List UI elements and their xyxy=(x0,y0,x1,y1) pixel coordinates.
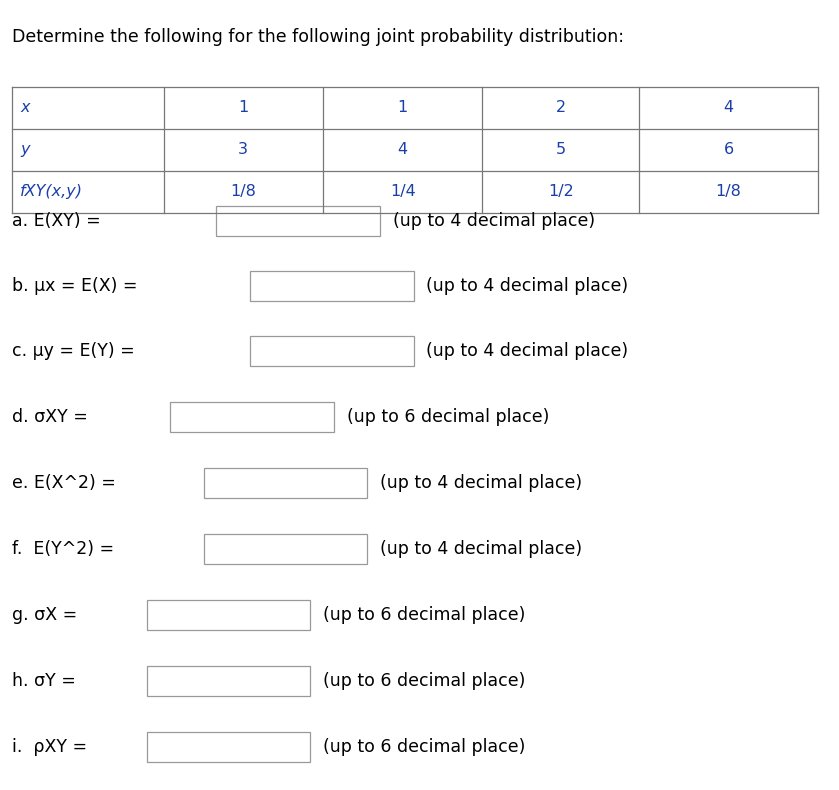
Text: e. E(X^2) =: e. E(X^2) = xyxy=(12,475,121,492)
Text: (up to 6 decimal place): (up to 6 decimal place) xyxy=(323,738,525,755)
Text: (up to 6 decimal place): (up to 6 decimal place) xyxy=(347,408,549,426)
Text: 1/2: 1/2 xyxy=(548,184,574,199)
Text: 1: 1 xyxy=(238,100,248,115)
Text: 1: 1 xyxy=(398,100,408,115)
Text: d. σXY =: d. σXY = xyxy=(12,408,93,426)
Text: i.  ρXY =: i. ρXY = xyxy=(12,738,92,755)
Text: (up to 4 decimal place): (up to 4 decimal place) xyxy=(426,342,628,359)
Text: a. E(XY) =: a. E(XY) = xyxy=(12,213,106,230)
Text: x: x xyxy=(20,100,29,115)
FancyBboxPatch shape xyxy=(204,468,367,498)
Text: f.  E(Y^2) =: f. E(Y^2) = xyxy=(12,540,119,558)
Text: (up to 6 decimal place): (up to 6 decimal place) xyxy=(323,672,525,690)
Text: (up to 6 decimal place): (up to 6 decimal place) xyxy=(323,606,525,623)
Text: 2: 2 xyxy=(555,100,566,115)
Text: (up to 4 decimal place): (up to 4 decimal place) xyxy=(380,540,582,558)
FancyBboxPatch shape xyxy=(147,666,310,696)
Text: h. σY =: h. σY = xyxy=(12,672,81,690)
Text: g. σX =: g. σX = xyxy=(12,606,82,623)
FancyBboxPatch shape xyxy=(204,534,367,564)
Text: (up to 4 decimal place): (up to 4 decimal place) xyxy=(393,213,595,230)
Text: c. μy = E(Y) =: c. μy = E(Y) = xyxy=(12,342,140,359)
Text: (up to 4 decimal place): (up to 4 decimal place) xyxy=(380,475,582,492)
Text: (up to 4 decimal place): (up to 4 decimal place) xyxy=(426,277,628,295)
FancyBboxPatch shape xyxy=(250,336,414,366)
Text: 6: 6 xyxy=(723,142,734,157)
Text: y: y xyxy=(20,142,29,157)
FancyBboxPatch shape xyxy=(147,600,310,630)
Text: 3: 3 xyxy=(238,142,248,157)
Text: 4: 4 xyxy=(723,100,734,115)
Text: Determine the following for the following joint probability distribution:: Determine the following for the followin… xyxy=(12,28,623,46)
FancyBboxPatch shape xyxy=(147,732,310,762)
Text: 1/4: 1/4 xyxy=(390,184,415,199)
Text: fXY(x,y): fXY(x,y) xyxy=(20,184,83,199)
Text: 4: 4 xyxy=(398,142,408,157)
Text: 5: 5 xyxy=(555,142,566,157)
FancyBboxPatch shape xyxy=(250,271,414,301)
Text: 1/8: 1/8 xyxy=(716,184,742,199)
Text: b. μx = E(X) =: b. μx = E(X) = xyxy=(12,277,143,295)
Text: 1/8: 1/8 xyxy=(231,184,256,199)
FancyBboxPatch shape xyxy=(216,206,380,236)
FancyBboxPatch shape xyxy=(170,402,334,432)
